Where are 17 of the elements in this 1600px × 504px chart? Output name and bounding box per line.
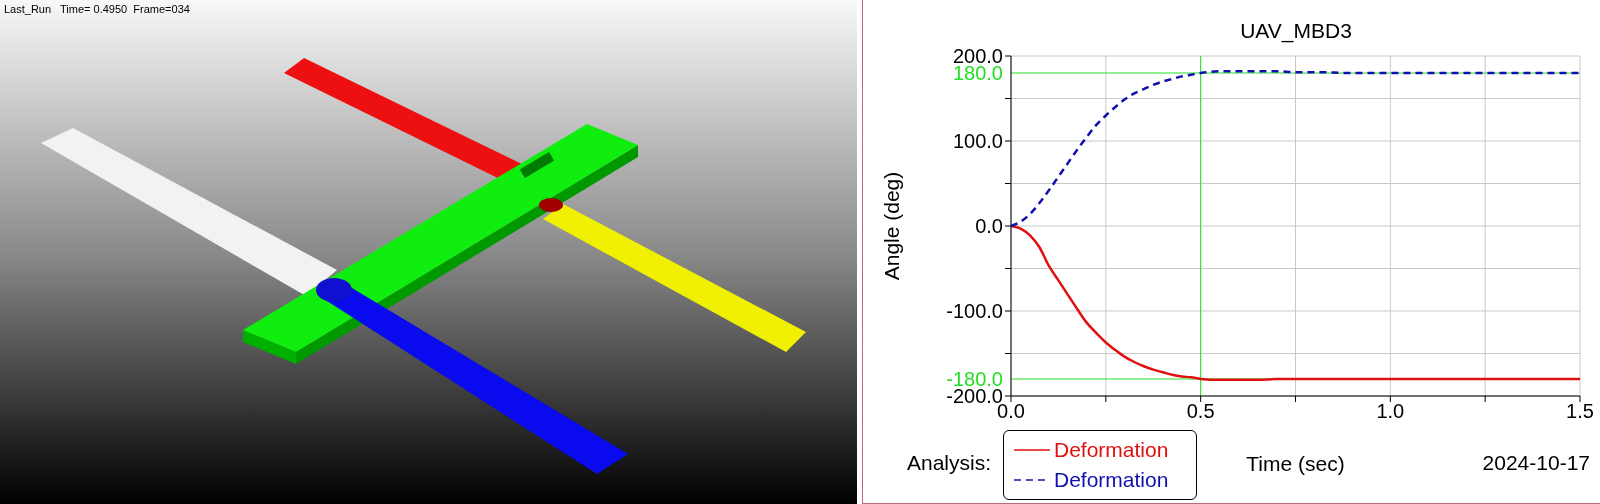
x-axis-title: Time (sec) <box>1246 452 1345 475</box>
y-tick-label: 100.0 <box>952 130 1003 153</box>
legend-label: Deformation <box>1054 468 1169 492</box>
legend-label: Deformation <box>1054 438 1169 462</box>
x-tick-label: 1.5 <box>1566 400 1594 423</box>
y-axis-title: Angle (deg) <box>880 171 904 281</box>
ref-line-label: 180.0 <box>952 62 1003 85</box>
text: 2024-10-17 <box>1482 450 1590 476</box>
text: Analysis: <box>907 450 992 476</box>
text: Last_Run Time= 0.4950 Frame=034 <box>4 2 190 16</box>
y-tick-label: 0.0 <box>975 215 1003 238</box>
x-tick-label: 0.5 <box>1186 400 1215 423</box>
y-tick-label: -100.0 <box>946 300 1003 323</box>
line-series <box>1011 224 1580 382</box>
chart-title: UAV_MBD3 <box>1239 18 1353 44</box>
line-series <box>1011 70 1580 228</box>
x-tick-label: 1.0 <box>1376 400 1405 423</box>
